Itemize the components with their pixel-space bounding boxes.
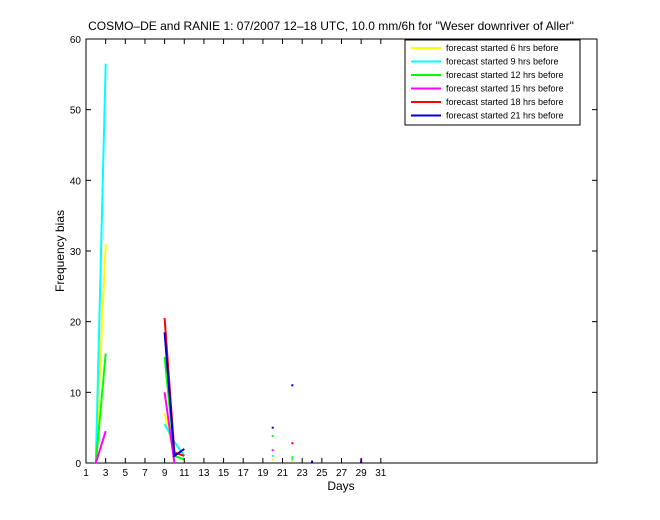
y-tick-label: 50 <box>70 106 82 117</box>
legend-entry: forecast started 21 hrs before <box>446 111 564 121</box>
series-line <box>163 332 185 458</box>
y-tick-label: 30 <box>70 247 82 258</box>
x-tick-label: 21 <box>277 468 289 479</box>
series-line <box>94 63 107 464</box>
x-tick-label: 15 <box>218 468 230 479</box>
y-tick-label: 60 <box>70 35 82 46</box>
x-tick-label: 11 <box>179 468 190 479</box>
x-tick-label: 5 <box>123 468 129 479</box>
x-axis-ticks: 1 3 5 7 9 11 13 15 17 19 21 23 25 27 29 31 <box>83 39 387 479</box>
x-tick-label: 25 <box>316 468 328 479</box>
series-point <box>271 435 274 438</box>
x-tick-label: 13 <box>198 468 210 479</box>
chart-title: COSMO–DE and RANIE 1: 07/2007 12–18 UTC,… <box>88 19 574 33</box>
series-point <box>311 460 314 463</box>
legend-entry: forecast started 12 hrs before <box>446 70 564 80</box>
y-tick-label: 10 <box>70 388 82 399</box>
series-line <box>94 353 107 464</box>
y-tick-label: 0 <box>75 459 81 470</box>
series-point <box>271 449 274 452</box>
series-point <box>291 459 294 462</box>
y-axis-label: Frequency bias <box>53 210 67 292</box>
x-tick-label: 3 <box>103 468 109 479</box>
x-tick-label: 7 <box>142 468 148 479</box>
plot-lines <box>94 63 363 464</box>
x-tick-label: 1 <box>83 468 89 479</box>
x-tick-label: 19 <box>257 468 269 479</box>
x-tick-label: 29 <box>356 468 368 479</box>
series-line <box>163 392 176 464</box>
series-point <box>271 426 274 429</box>
legend: forecast started 6 hrs before forecast st… <box>404 39 581 126</box>
y-tick-label: 40 <box>70 176 82 187</box>
x-tick-label: 9 <box>162 468 168 479</box>
x-tick-label: 17 <box>238 468 250 479</box>
x-tick-label: 31 <box>375 468 387 479</box>
series-point <box>291 458 294 461</box>
legend-entry: forecast started 9 hrs before <box>446 57 559 67</box>
series-point <box>291 442 294 445</box>
x-axis-label: Days <box>327 479 354 493</box>
legend-entry: forecast started 15 hrs before <box>446 84 564 94</box>
series-point <box>291 456 294 459</box>
y-axis-ticks: 0 10 20 30 40 50 60 <box>70 35 597 470</box>
series-point <box>291 384 294 387</box>
x-tick-label: 23 <box>297 468 309 479</box>
series-point <box>271 454 274 457</box>
series-point <box>271 458 274 461</box>
x-tick-label: 27 <box>336 468 348 479</box>
legend-entry: forecast started 6 hrs before <box>446 43 559 53</box>
legend-box <box>404 39 581 126</box>
series-line <box>94 430 107 464</box>
legend-entry: forecast started 18 hrs before <box>446 97 564 107</box>
y-tick-label: 20 <box>70 318 82 329</box>
